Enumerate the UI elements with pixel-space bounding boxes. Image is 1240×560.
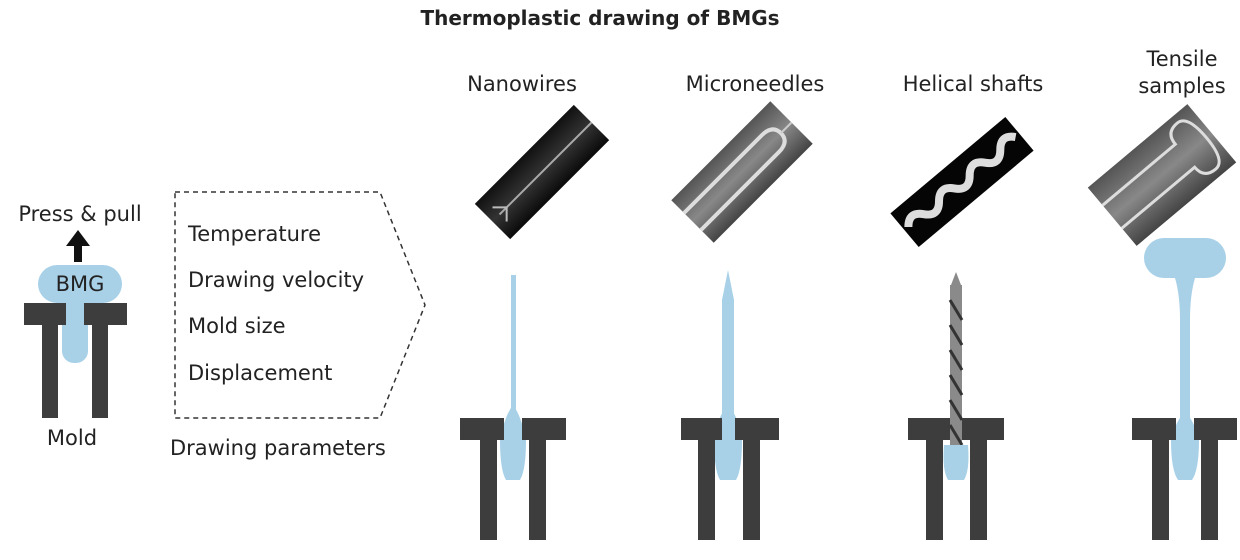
product-helical-shafts	[890, 116, 1034, 540]
product-label: Microneedles	[685, 72, 825, 96]
title: Thermoplastic drawing of BMGs	[420, 6, 780, 30]
left-schematic	[24, 230, 127, 418]
parameter: Mold size	[188, 314, 286, 338]
product-microneedles	[671, 101, 813, 540]
product-label: Tensile samples	[1138, 47, 1226, 98]
parameter: Temperature	[188, 222, 322, 246]
mold-label: Mold	[46, 426, 98, 450]
material-label: BMG	[55, 272, 105, 296]
parameter: Displacement	[188, 361, 333, 385]
parameters-caption: Drawing parameters	[170, 436, 386, 460]
product-tensile-samples	[1087, 104, 1237, 540]
product-label: Helical shafts	[902, 72, 1044, 96]
parameter-box	[174, 191, 426, 419]
product-label: Nanowires	[467, 72, 577, 96]
parameter: Drawing velocity	[188, 268, 365, 292]
action-label: Press & pull	[18, 202, 142, 226]
product-nanowires	[460, 104, 610, 540]
